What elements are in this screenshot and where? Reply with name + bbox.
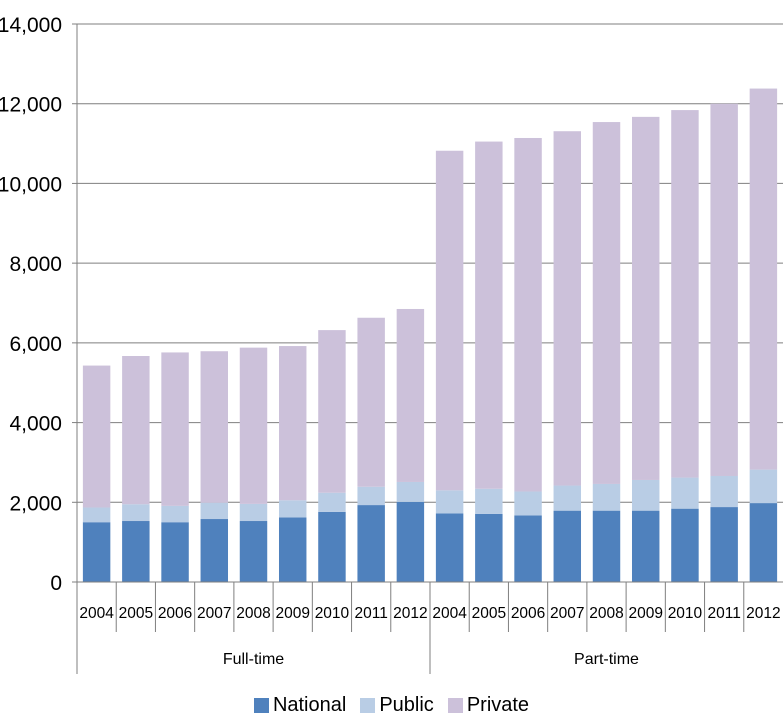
x-tick-label: 2009 — [628, 605, 662, 622]
bar-segment-national — [278, 517, 307, 582]
x-tick-label: 2012 — [393, 605, 427, 622]
x-tick-label: 2006 — [511, 605, 545, 622]
bar-segment-private — [200, 351, 229, 503]
x-tick-label: 2004 — [432, 605, 467, 622]
bar-segment-private — [357, 317, 385, 487]
legend-item-private: Private — [447, 694, 530, 717]
bar-segment-national — [82, 522, 111, 582]
x-tick-label: 2008 — [589, 605, 623, 622]
bar-segment-national — [592, 510, 621, 582]
bar-segment-public — [200, 502, 229, 520]
bar-segment-national — [396, 501, 425, 582]
y-tick-label: 2,000 — [9, 492, 62, 515]
bar-segment-private — [435, 150, 464, 491]
bar-segment-private — [749, 88, 778, 470]
bar-segment-private — [710, 103, 738, 476]
x-tick-label: 2011 — [707, 605, 740, 622]
y-tick-label: 12,000 — [0, 94, 62, 117]
bar-segment-private — [239, 347, 268, 504]
bar-segment-national — [514, 515, 542, 582]
bar-segment-national — [357, 505, 385, 582]
bar-segment-public — [710, 475, 738, 508]
x-tick-label: 2010 — [315, 605, 350, 622]
bar-segment-private — [671, 110, 699, 478]
bar-segment-national — [161, 522, 189, 582]
legend-item-public: Public — [360, 694, 434, 717]
x-tick-label: 2012 — [746, 605, 780, 622]
y-tick-label: 6,000 — [9, 333, 62, 356]
bar-segment-private — [592, 122, 621, 484]
bar-segment-national — [318, 511, 346, 582]
bar-segment-private — [278, 346, 307, 501]
bar-segment-public — [435, 490, 464, 514]
bar-segment-public — [278, 500, 307, 518]
y-tick-label: 0 — [50, 572, 62, 595]
bar-segment-public — [631, 479, 660, 511]
legend-swatch-private — [447, 698, 463, 713]
legend-label-public: Public — [379, 694, 434, 716]
bar-segment-public — [514, 491, 542, 516]
stacked-bar-chart: 02,0004,0006,0008,00010,00012,00014,000 … — [0, 14, 783, 674]
bar-segment-private — [161, 352, 189, 506]
legend-label-private: Private — [466, 694, 530, 716]
bar-segment-national — [553, 510, 582, 582]
x-tick-label: 2006 — [158, 605, 192, 622]
bar-segment-national — [710, 507, 738, 582]
bar-segment-private — [514, 137, 542, 492]
bar-segment-national — [671, 508, 699, 582]
bar-segment-national — [749, 503, 778, 582]
legend-item-national: National — [253, 694, 347, 717]
bar-segment-national — [435, 513, 464, 582]
group-label: Full-time — [223, 651, 284, 668]
bar-segment-public — [475, 488, 503, 514]
bar-segment-public — [239, 503, 268, 522]
legend-swatch-public — [360, 698, 376, 713]
bar-segment-private — [396, 308, 425, 482]
y-axis-labels: 0 2,000 4,000 6,000 8,000 10,000 12,000 14,000 — [0, 14, 62, 595]
bar-segment-public — [318, 492, 346, 512]
bar-segment-national — [122, 521, 150, 582]
bar-segment-private — [631, 116, 660, 480]
y-tick-label: 8,000 — [9, 253, 62, 276]
bars — [82, 88, 778, 582]
bar-segment-public — [82, 507, 111, 523]
bar-segment-public — [553, 485, 582, 511]
x-tick-label: 2005 — [472, 605, 506, 622]
gridlines — [77, 23, 783, 503]
bar-segment-national — [239, 521, 268, 582]
legend-label-national: National — [272, 694, 347, 716]
bar-segment-national — [475, 513, 503, 582]
x-tick-label: 2004 — [79, 605, 114, 622]
bar-segment-private — [318, 330, 346, 493]
bar-segment-public — [749, 469, 778, 504]
group-label: Part-time — [574, 651, 639, 668]
legend-swatch-national — [253, 698, 269, 713]
x-tick-label: 2009 — [275, 605, 309, 622]
bar-segment-public — [357, 486, 385, 506]
x-tick-label: 2005 — [119, 605, 153, 622]
bar-segment-private — [553, 131, 582, 486]
bar-segment-public — [122, 504, 150, 522]
x-tick-label: 2011 — [354, 605, 387, 622]
bar-segment-national — [631, 510, 660, 582]
y-tick-label: 10,000 — [0, 173, 62, 196]
x-tick-label: 2007 — [197, 605, 231, 622]
bar-segment-private — [475, 141, 503, 489]
x-tick-label: 2008 — [236, 605, 270, 622]
bar-segment-public — [592, 483, 621, 511]
bar-segment-public — [396, 481, 425, 502]
bar-segment-public — [161, 505, 189, 523]
bar-segment-private — [82, 365, 111, 508]
y-tick-label: 14,000 — [0, 14, 62, 37]
bar-segment-public — [671, 477, 699, 509]
x-axis-labels: 2004 2005 2006 2007 2008 2009 2010 2011 2012 2004… — [79, 605, 780, 668]
x-tick-label: 2007 — [550, 605, 584, 622]
legend: National Public Private — [0, 694, 783, 717]
x-tick-label: 2010 — [668, 605, 703, 622]
y-tick-label: 4,000 — [9, 413, 62, 436]
bar-segment-private — [122, 356, 150, 505]
axes — [72, 23, 783, 674]
bar-segment-national — [200, 519, 229, 582]
